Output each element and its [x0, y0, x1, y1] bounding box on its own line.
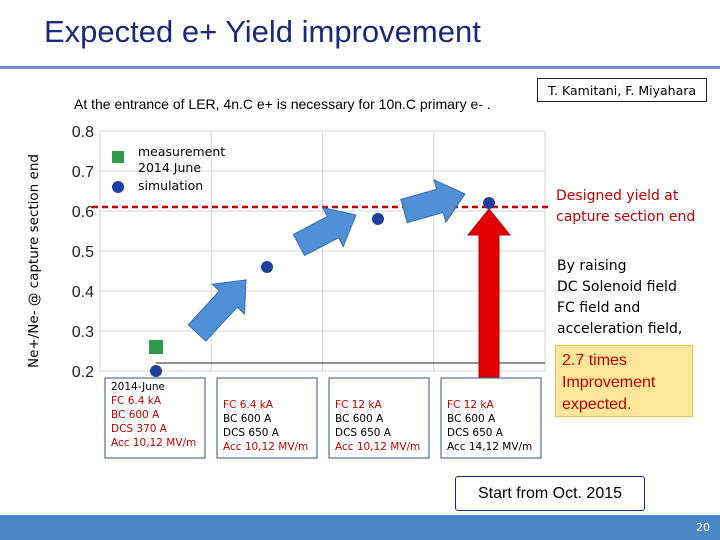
legend-simulation-marker — [112, 181, 124, 193]
condition-line: Acc 10,12 MV/m — [111, 437, 196, 449]
condition-line: BC 600 A — [223, 413, 272, 425]
simulation-point — [372, 213, 384, 225]
raising-note-line: acceleration field, — [557, 321, 683, 337]
condition-line: FC 6.4 kA — [111, 395, 162, 407]
condition-box — [104, 377, 206, 459]
designed-yield-note: Designed yield at capture section end — [556, 188, 696, 225]
raising-note-line: By raising — [557, 258, 627, 274]
condition-line: 2014-June — [111, 381, 165, 393]
footer-bar — [0, 515, 720, 540]
condition-line: BC 600 A — [111, 409, 160, 421]
y-tick-label: 0.3 — [72, 324, 94, 341]
condition-line: DCS 650 A — [447, 427, 504, 439]
raising-note: By raising DC Solenoid field FC field an… — [557, 256, 717, 340]
raising-note-line: FC field and — [557, 300, 641, 316]
measurement-point — [149, 340, 163, 354]
condition-line: DCS 650 A — [223, 427, 280, 439]
y-tick-label: 0.7 — [72, 164, 94, 181]
condition-line: DCS 370 A — [111, 423, 168, 435]
yield-chart: 0.2 0.3 0.4 0.5 0.6 0.7 0.8 Ne+/Ne- @ capture s… — [26, 124, 548, 459]
simulation-point — [483, 197, 495, 209]
improvement-arrow — [400, 178, 466, 224]
raising-note-line: DC Solenoid field — [557, 279, 677, 295]
condition-line: Acc 10,12 MV/m — [223, 441, 308, 453]
condition-line: BC 600 A — [447, 413, 496, 425]
legend-label: simulation — [138, 178, 203, 193]
start-date-box: Start from Oct. 2015 — [455, 476, 645, 511]
improvement-box: 2.7 times Improvement expected. — [555, 345, 693, 417]
y-tick-label: 0.8 — [72, 124, 94, 141]
condition-line: FC 12 kA — [447, 399, 494, 411]
red-improvement-arrow — [466, 208, 512, 378]
subtitle: At the entrance of LER, 4n.C e+ is neces… — [74, 96, 491, 112]
title-divider — [0, 66, 720, 69]
condition-line: FC 12 kA — [335, 399, 382, 411]
y-tick-label: 0.5 — [72, 244, 94, 261]
authors-box: T. Kamitani, F. Miyahara — [537, 78, 707, 102]
y-axis-label: Ne+/Ne- @ capture section end — [26, 154, 42, 368]
legend-label: measurement — [138, 144, 225, 159]
simulation-point — [150, 365, 162, 377]
condition-line: DCS 650 A — [335, 427, 392, 439]
legend-measurement-marker — [112, 151, 124, 163]
condition-line: FC 6.4 kA — [223, 399, 274, 411]
improvement-line: 2.7 times — [562, 352, 627, 369]
slide-title: Expected e+ Yield improvement — [44, 14, 481, 49]
y-tick-label: 0.2 — [72, 364, 94, 381]
simulation-point — [261, 261, 273, 273]
improvement-line: expected. — [562, 396, 632, 413]
condition-line: BC 600 A — [335, 413, 384, 425]
page-number: 20 — [696, 521, 710, 534]
improvement-line: Improvement — [562, 374, 656, 391]
condition-line: Acc 10,12 MV/m — [335, 441, 420, 453]
legend-label: 2014 June — [138, 160, 201, 175]
condition-box — [216, 377, 318, 459]
improvement-arrow — [292, 206, 357, 257]
condition-box — [440, 377, 542, 459]
y-tick-label: 0.4 — [72, 284, 94, 301]
condition-line: Acc 14,12 MV/m — [447, 441, 532, 453]
y-tick-label: 0.6 — [72, 204, 94, 221]
condition-box — [328, 377, 430, 459]
improvement-arrow — [187, 279, 247, 342]
